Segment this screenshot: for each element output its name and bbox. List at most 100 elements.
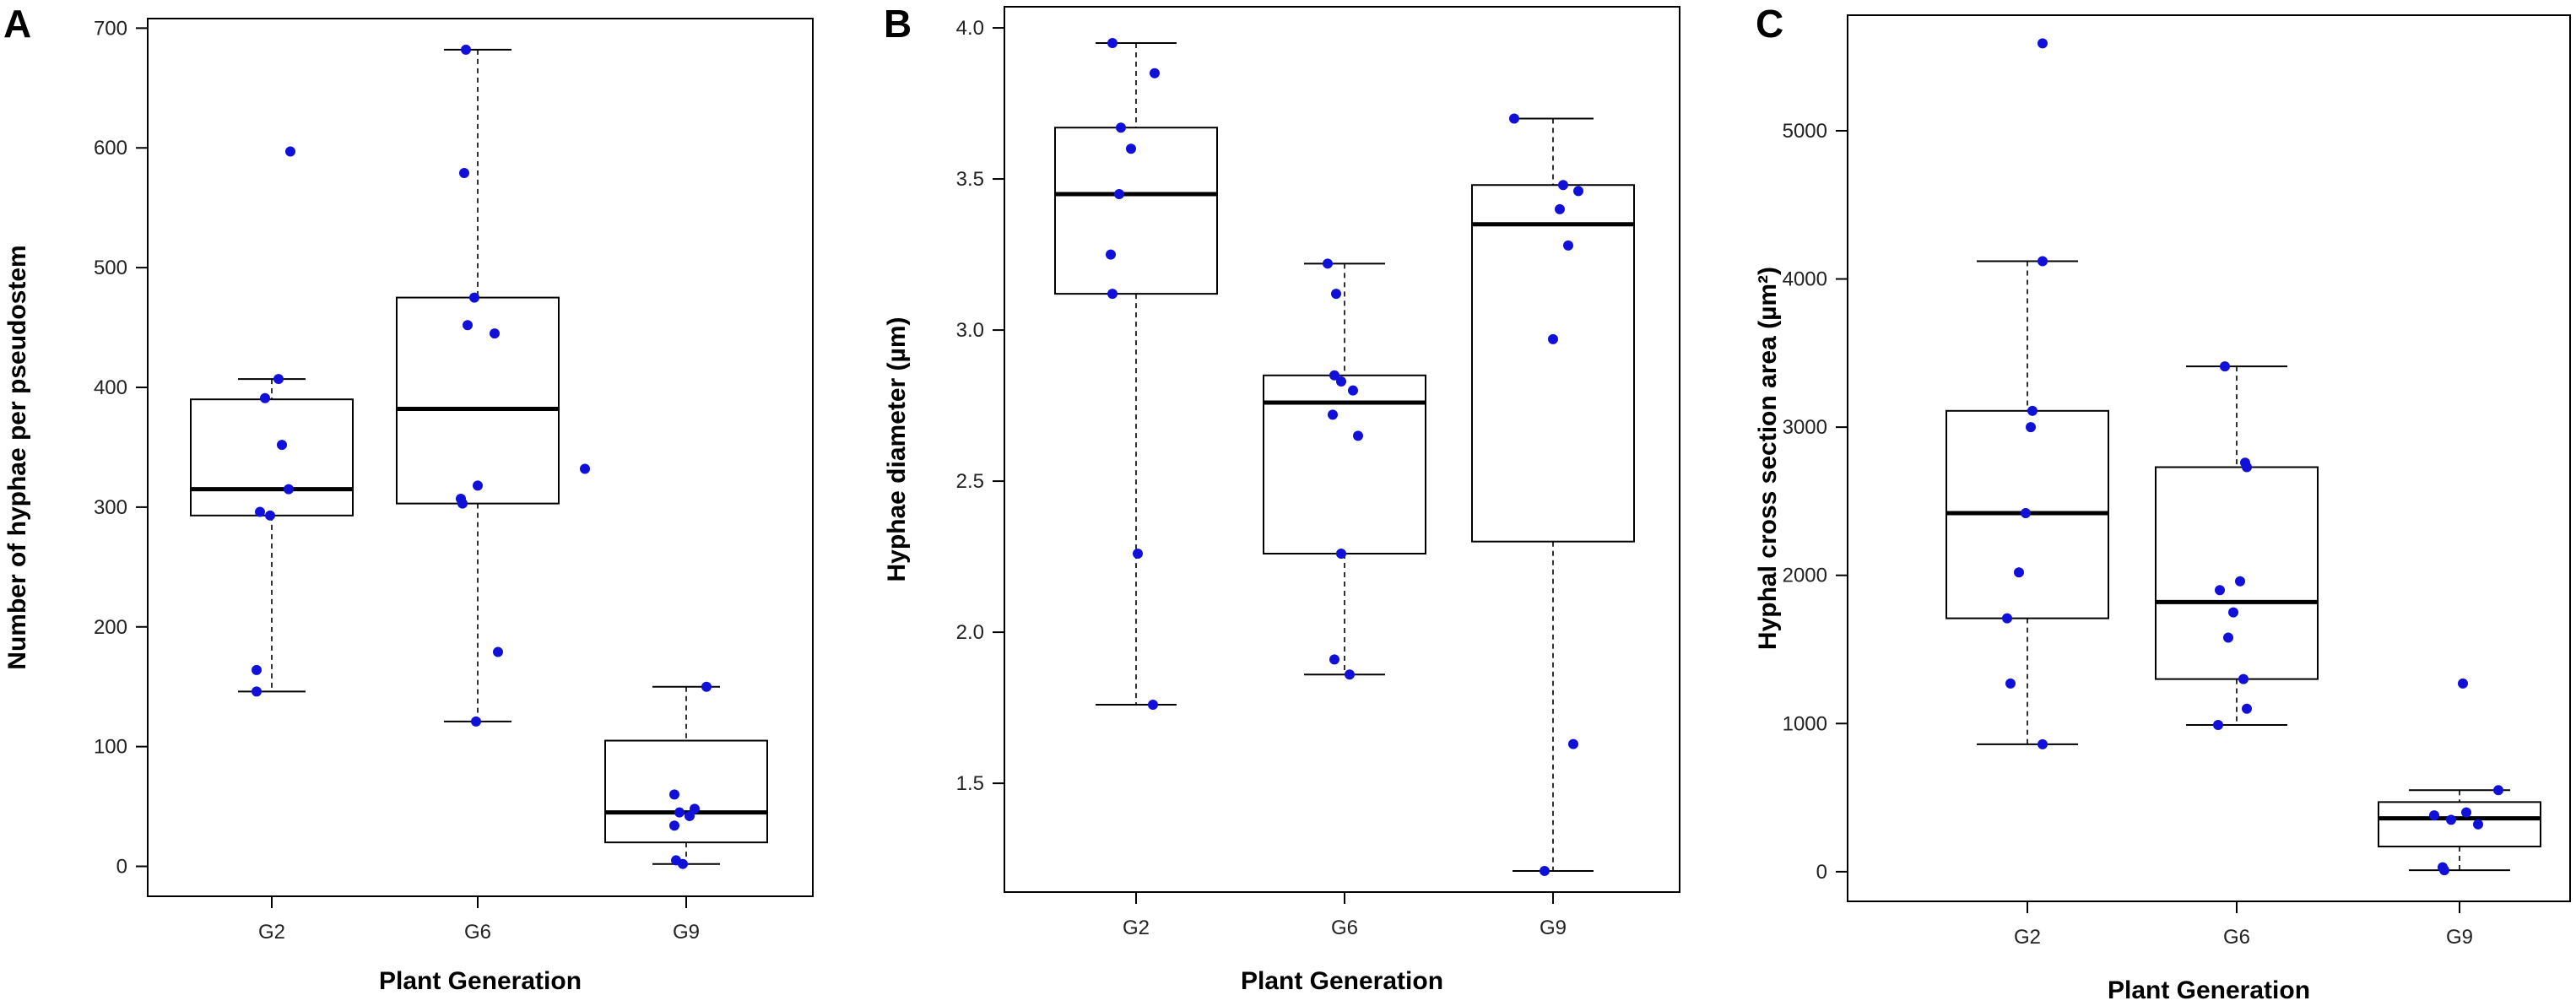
data-point-g9 <box>669 820 679 831</box>
data-point-g6 <box>459 168 469 179</box>
panel-letter: B <box>884 2 912 46</box>
data-point-g9 <box>2458 678 2468 689</box>
x-axis-title: Plant Generation <box>2108 976 2310 1004</box>
y-tick-label: 0 <box>1816 861 1827 884</box>
data-point-g9 <box>1540 865 1550 876</box>
y-tick-label: 600 <box>94 137 127 160</box>
y-tick-label: 2.0 <box>956 621 984 644</box>
box-g2 <box>1054 41 1218 706</box>
x-tick-label: G9 <box>673 921 700 944</box>
panel-a: A 0 100 200 300 400 500 600 700 G2 G6 G9 Plant Gener… <box>3 2 814 995</box>
y-tick-label: 5000 <box>1783 120 1827 143</box>
y-tick-label: 0 <box>116 856 127 879</box>
y-tick-label: 300 <box>94 496 127 519</box>
data-point-g2 <box>1106 249 1116 260</box>
data-point-g6 <box>457 498 468 509</box>
data-point-g2 <box>284 484 294 495</box>
x-tick-label: G2 <box>258 921 285 944</box>
y-tick-label: 1.5 <box>956 772 984 795</box>
data-point-g2 <box>1116 122 1126 133</box>
iqr-box <box>1054 127 1218 295</box>
box-g9 <box>1471 117 1635 872</box>
y-tick-label: 400 <box>94 376 127 399</box>
y-tick-label: 4.0 <box>956 17 984 40</box>
data-point-g6 <box>1329 370 1339 381</box>
data-point-g2 <box>2005 678 2016 689</box>
data-point-g9 <box>685 810 695 821</box>
data-point-g9 <box>1558 180 1568 191</box>
iqr-box <box>1471 184 1635 543</box>
plot-frame <box>1847 14 2571 902</box>
data-point-g2 <box>1107 289 1118 300</box>
data-point-g2 <box>2026 422 2036 433</box>
data-point-g2 <box>1126 143 1136 154</box>
data-point-g2 <box>2002 613 2012 624</box>
y-tick-label: 1000 <box>1783 712 1827 735</box>
data-point-g6 <box>469 292 479 303</box>
data-point-g9 <box>690 803 700 814</box>
x-tick-label: G6 <box>1331 917 1358 939</box>
data-point-g9 <box>1573 186 1583 197</box>
data-point-g6 <box>2242 462 2252 473</box>
y-axis-title: Hyphal cross section area (µm²) <box>1754 267 1782 650</box>
box-g6 <box>2155 365 2319 727</box>
data-point-g6 <box>1348 385 1358 396</box>
data-point-g9 <box>2429 810 2439 821</box>
iqr-box <box>2378 801 2541 848</box>
data-point-g6 <box>490 328 500 339</box>
data-point-g2 <box>252 686 262 697</box>
data-point-g6 <box>493 646 503 657</box>
data-point-g9 <box>1509 113 1519 124</box>
panel-letter: C <box>1756 2 1783 46</box>
data-point-g6 <box>1345 669 1355 680</box>
data-point-g6 <box>2238 673 2249 684</box>
data-point-g2 <box>1107 37 1118 48</box>
data-point-g9 <box>580 463 590 474</box>
x-axis-title: Plant Generation <box>1241 967 1443 995</box>
data-point-g6 <box>1353 430 1363 441</box>
data-point-g9 <box>2446 814 2456 825</box>
data-point-g6 <box>1329 654 1339 665</box>
box-g9 <box>2378 789 2541 872</box>
data-point-g6 <box>2223 632 2233 643</box>
x-tick-label: G2 <box>2014 926 2041 949</box>
y-tick-label: 200 <box>94 616 127 639</box>
data-point-g6 <box>2242 703 2252 714</box>
y-axis-title: Hyphae diameter (µm) <box>883 316 911 581</box>
data-point-g2 <box>2038 38 2048 49</box>
iqr-box <box>2155 466 2319 680</box>
panel-letter: A <box>3 2 31 46</box>
x-tick-label: G6 <box>2223 926 2250 949</box>
data-point-g6 <box>471 716 481 727</box>
data-point-g6 <box>2235 576 2245 587</box>
data-point-g2 <box>260 392 270 403</box>
y-tick-label: 2.5 <box>956 470 984 493</box>
data-point-g9 <box>2439 865 2449 876</box>
panel-b: B 1.5 2.0 2.5 3.0 3.5 4.0 G2 G6 G9 Plant Generatio… <box>883 2 1680 995</box>
plot-frame <box>1004 6 1680 893</box>
y-tick-label: 3.0 <box>956 319 984 342</box>
box-g6 <box>396 48 560 722</box>
data-point-g2 <box>2021 507 2031 518</box>
data-point-g6 <box>461 44 471 55</box>
data-point-g2 <box>1114 188 1124 199</box>
data-point-g6 <box>1336 549 1346 560</box>
y-tick-label: 2000 <box>1783 565 1827 587</box>
data-point-g6 <box>463 320 473 331</box>
data-point-g2 <box>2014 567 2024 578</box>
data-point-g2 <box>1148 700 1158 711</box>
y-axis-title: Number of hyphae per pseudostem <box>3 245 31 669</box>
data-point-g9 <box>2493 785 2503 796</box>
data-point-g9 <box>2461 807 2471 818</box>
data-point-g9 <box>678 858 688 869</box>
box-g2 <box>190 378 354 693</box>
iqr-box <box>396 296 560 505</box>
y-tick-label: 500 <box>94 257 127 279</box>
y-tick-label: 100 <box>94 736 127 759</box>
data-point-g2 <box>255 506 265 517</box>
data-point-g9 <box>1548 333 1558 344</box>
y-tick-label: 3000 <box>1783 416 1827 439</box>
x-tick-label: G9 <box>2446 926 2473 949</box>
box-g6 <box>1263 262 1426 676</box>
